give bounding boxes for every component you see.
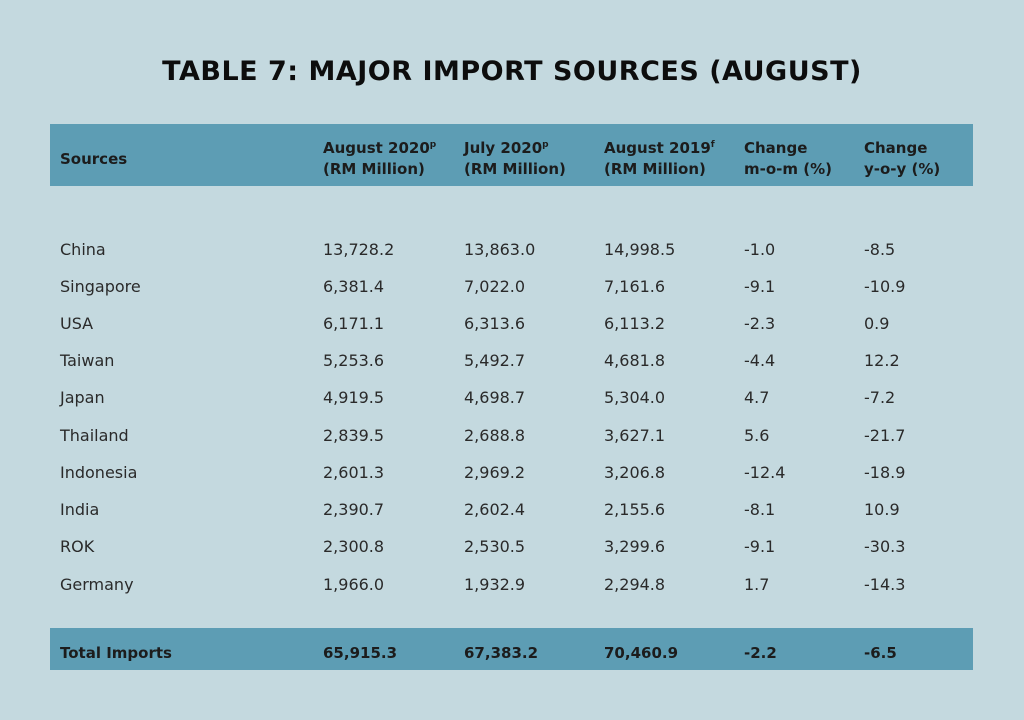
cell-source: Japan [60,388,105,407]
cell-aug2019: 14,998.5 [604,240,676,259]
cell-aug2019: 2,294.8 [604,575,666,594]
cell-yoy: 12.2 [864,351,900,370]
cell-aug2020: 2,390.7 [323,500,385,519]
table-body: China 13,728.2 13,863.0 14,998.5 -1.0 -8… [50,186,973,594]
cell-mom: -2.3 [744,314,776,333]
cell-jul2020: 2,602.4 [464,500,526,519]
cell-yoy: -10.9 [864,277,906,296]
cell-source: Taiwan [60,351,115,370]
cell-mom: -9.1 [744,537,776,556]
header-yoy: Change y-o-y (%) [864,139,941,178]
cell-jul2020: 2,530.5 [464,537,526,556]
cell-jul2020: 13,863.0 [464,240,536,259]
cell-aug2020: 2,300.8 [323,537,385,556]
cell-aug2020: 13,728.2 [323,240,395,259]
cell-mom: -9.1 [744,277,776,296]
cell-aug2020: 4,919.5 [323,388,385,407]
cell-jul2020: 1,932.9 [464,575,526,594]
cell-source: USA [60,314,94,333]
cell-yoy: 10.9 [864,500,900,519]
table-row: Indonesia 2,601.3 2,969.2 3,206.8 -12.4 … [50,463,973,493]
cell-source: China [60,240,106,259]
table-row: India 2,390.7 2,602.4 2,155.6 -8.1 10.9 [50,500,973,530]
page-title: TABLE 7: MAJOR IMPORT SOURCES (AUGUST) [162,56,862,87]
cell-mom: 5.6 [744,426,770,445]
cell-mom: -8.1 [744,500,776,519]
header-mom: Change m-o-m (%) [744,139,832,178]
header-aug2020: August 2020p (RM Million) [323,139,437,178]
cell-yoy: -21.7 [864,426,906,445]
cell-aug2020: 2,601.3 [323,463,385,482]
total-jul2020: 67,383.2 [464,644,539,662]
total-mom: -2.2 [744,644,777,662]
table-row: USA 6,171.1 6,313.6 6,113.2 -2.3 0.9 [50,314,973,344]
cell-aug2019: 7,161.6 [604,277,666,296]
cell-source: Indonesia [60,463,138,482]
cell-aug2019: 3,206.8 [604,463,666,482]
total-row: Total Imports 65,915.3 67,383.2 70,460.9… [50,628,973,670]
cell-aug2019: 6,113.2 [604,314,666,333]
cell-source: Thailand [60,426,129,445]
table-row: Thailand 2,839.5 2,688.8 3,627.1 5.6 -21… [50,426,973,456]
cell-source: Germany [60,575,134,594]
cell-aug2019: 5,304.0 [604,388,666,407]
cell-jul2020: 2,688.8 [464,426,526,445]
cell-yoy: -14.3 [864,575,906,594]
cell-mom: -4.4 [744,351,776,370]
cell-mom: -12.4 [744,463,786,482]
cell-aug2019: 2,155.6 [604,500,666,519]
cell-source: India [60,500,100,519]
cell-jul2020: 6,313.6 [464,314,526,333]
header-aug2019: August 2019f (RM Million) [604,139,715,178]
cell-yoy: -8.5 [864,240,896,259]
total-label: Total Imports [60,644,172,662]
cell-yoy: -7.2 [864,388,896,407]
cell-source: Singapore [60,277,141,296]
header-jul2020: July 2020p (RM Million) [464,139,566,178]
table-row: ROK 2,300.8 2,530.5 3,299.6 -9.1 -30.3 [50,537,973,567]
total-aug2019: 70,460.9 [604,644,679,662]
cell-aug2020: 1,966.0 [323,575,385,594]
total-aug2020: 65,915.3 [323,644,398,662]
table-row: Germany 1,966.0 1,932.9 2,294.8 1.7 -14.… [50,575,973,605]
cell-jul2020: 5,492.7 [464,351,526,370]
header-sources: Sources [60,150,128,168]
table-row: Taiwan 5,253.6 5,492.7 4,681.8 -4.4 12.2 [50,351,973,381]
cell-aug2019: 3,299.6 [604,537,666,556]
table-row: Japan 4,919.5 4,698.7 5,304.0 4.7 -7.2 [50,388,973,418]
import-sources-table: Sources August 2020p (RM Million) July 2… [50,124,973,670]
cell-aug2020: 6,171.1 [323,314,385,333]
cell-aug2020: 5,253.6 [323,351,385,370]
cell-mom: 4.7 [744,388,770,407]
table-row: China 13,728.2 13,863.0 14,998.5 -1.0 -8… [50,240,973,270]
cell-jul2020: 7,022.0 [464,277,526,296]
cell-source: ROK [60,537,95,556]
table-row: Singapore 6,381.4 7,022.0 7,161.6 -9.1 -… [50,277,973,307]
cell-yoy: -18.9 [864,463,906,482]
cell-jul2020: 2,969.2 [464,463,526,482]
cell-mom: -1.0 [744,240,776,259]
cell-aug2019: 3,627.1 [604,426,666,445]
cell-aug2020: 2,839.5 [323,426,385,445]
cell-aug2020: 6,381.4 [323,277,385,296]
cell-aug2019: 4,681.8 [604,351,666,370]
cell-yoy: 0.9 [864,314,890,333]
total-yoy: -6.5 [864,644,897,662]
cell-jul2020: 4,698.7 [464,388,526,407]
cell-mom: 1.7 [744,575,770,594]
table-header: Sources August 2020p (RM Million) July 2… [50,124,973,186]
cell-yoy: -30.3 [864,537,906,556]
